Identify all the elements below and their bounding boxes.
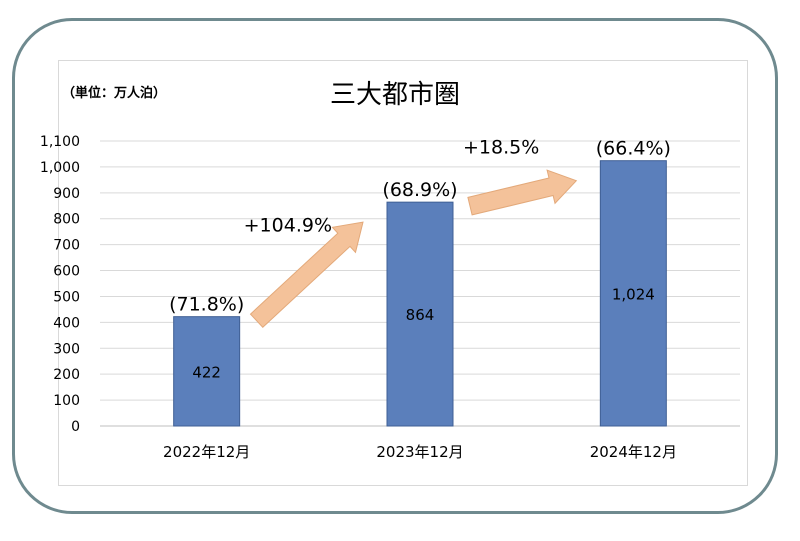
- growth-arrow: [467, 169, 578, 216]
- y-tick-label: 0: [71, 419, 80, 435]
- share-label: (66.4%): [596, 138, 671, 160]
- y-tick-label: 700: [53, 238, 80, 254]
- y-tick-label: 600: [53, 264, 80, 280]
- growth-label: +104.9%: [244, 214, 332, 236]
- unit-label: （単位：万人泊）: [62, 85, 166, 101]
- x-tick-label: 2023年12月: [376, 443, 463, 461]
- bar-value-label: 422: [192, 363, 221, 381]
- y-tick-label: 1,100: [40, 134, 80, 150]
- y-tick-label: 300: [53, 341, 80, 357]
- y-tick-label: 500: [53, 289, 80, 305]
- chart-title: 三大都市圏: [330, 80, 460, 110]
- x-tick-label: 2022年12月: [163, 443, 250, 461]
- bar: [173, 316, 241, 427]
- x-tick-label: 2024年12月: [590, 443, 677, 461]
- y-tick-label: 1,000: [40, 160, 80, 176]
- bar: [599, 160, 667, 427]
- share-label: (68.9%): [382, 179, 457, 201]
- y-tick-label: 200: [53, 367, 80, 383]
- y-tick-label: 800: [53, 212, 80, 228]
- share-label: (71.8%): [169, 294, 244, 316]
- growth-arrow: [249, 221, 364, 329]
- growth-label: +18.5%: [463, 136, 539, 158]
- bar-value-label: 1,024: [612, 285, 655, 303]
- bar: [386, 201, 454, 427]
- y-tick-label: 100: [53, 393, 80, 409]
- y-tick-label: 900: [53, 186, 80, 202]
- bar-value-label: 864: [406, 306, 435, 324]
- chart-area-border: [58, 60, 748, 486]
- y-tick-label: 400: [53, 315, 80, 331]
